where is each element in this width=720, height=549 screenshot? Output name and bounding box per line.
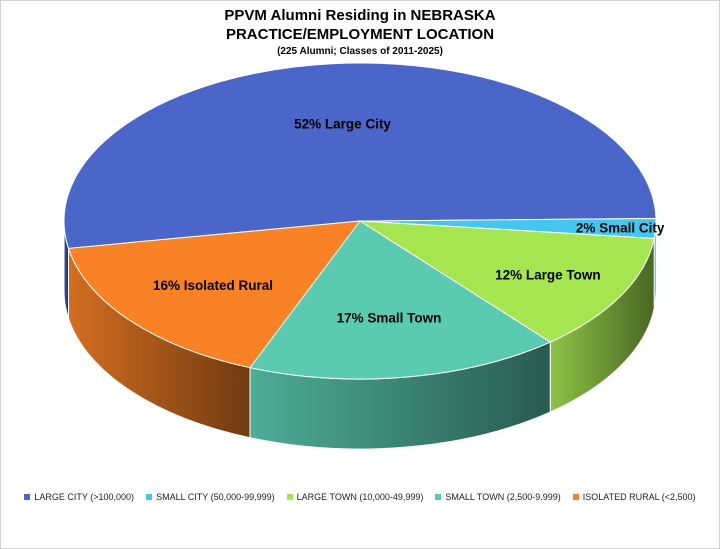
pie-labels: 52% Large City 2% Small City 12% Large Tow… xyxy=(153,116,665,325)
legend-swatch-4 xyxy=(572,494,579,500)
legend-swatch-2 xyxy=(286,494,293,500)
slice-label-3: 17% Small Town xyxy=(337,311,442,326)
legend-label-0: LARGE CITY (>100,000) xyxy=(34,492,135,502)
legend-item-4: ISOLATED RURAL (<2,500) xyxy=(572,492,696,502)
legend: LARGE CITY (>100,000) SMALL CITY (50,000-… xyxy=(0,492,720,502)
slice-label-4: 16% Isolated Rural xyxy=(153,278,273,293)
pie-tops xyxy=(63,62,657,380)
slice-label-1: 2% Small City xyxy=(576,221,665,236)
legend-item-2: LARGE TOWN (10,000-49,999) xyxy=(286,492,424,502)
legend-swatch-1 xyxy=(146,494,153,500)
chart-note: (225 Alumni; Classes of 2011-2025) xyxy=(277,46,443,57)
legend-label-3: SMALL TOWN (2,500-9.999) xyxy=(445,492,561,502)
pie-slice-0 xyxy=(63,62,657,249)
legend-item-0: LARGE CITY (>100,000) xyxy=(24,492,134,502)
slice-label-2: 12% Large Town xyxy=(495,268,601,283)
slice-label-0: 52% Large City xyxy=(294,116,391,131)
pie-slice-3 xyxy=(249,220,552,380)
pie-slice-4 xyxy=(67,220,362,369)
pie-slice-2 xyxy=(358,220,655,343)
legend-swatch-0 xyxy=(24,494,31,500)
chart-title: PPVM Alumni Residing in NEBRASKA xyxy=(224,7,496,24)
legend-label-1: SMALL CITY (50,000-99,999) xyxy=(156,492,275,502)
legend-item-3: SMALL TOWN (2,500-9.999) xyxy=(435,492,561,502)
legend-label-2: LARGE TOWN (10,000-49,999) xyxy=(296,492,424,502)
chart-titles: PPVM Alumni Residing in NEBRASKA PRACTIC… xyxy=(0,6,720,60)
chart-subtitle: PRACTICE/EMPLOYMENT LOCATION xyxy=(225,26,495,43)
legend-swatch-3 xyxy=(435,494,442,500)
legend-label-4: ISOLATED RURAL (<2,500) xyxy=(582,492,696,502)
legend-item-1: SMALL CITY (50,000-99,999) xyxy=(146,492,275,502)
